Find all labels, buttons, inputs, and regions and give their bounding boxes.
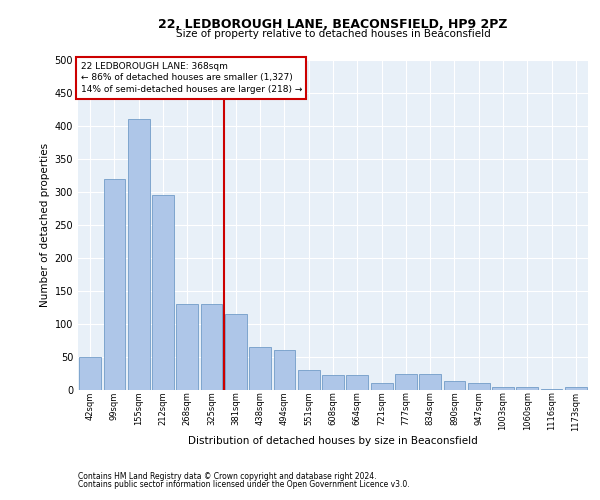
Bar [152,196,174,390]
Bar [346,376,368,390]
Bar [443,381,466,390]
Bar [176,304,198,390]
Text: Contains HM Land Registry data © Crown copyright and database right 2024.: Contains HM Land Registry data © Crown c… [78,472,377,481]
Bar [468,384,490,390]
Text: Size of property relative to detached houses in Beaconsfield: Size of property relative to detached ho… [176,29,490,39]
Text: 22, LEDBOROUGH LANE, BEACONSFIELD, HP9 2PZ: 22, LEDBOROUGH LANE, BEACONSFIELD, HP9 2… [158,18,508,30]
X-axis label: Distribution of detached houses by size in Beaconsfield: Distribution of detached houses by size … [188,436,478,446]
Bar [225,314,247,390]
Bar [541,388,562,390]
Y-axis label: Number of detached properties: Number of detached properties [40,143,50,307]
Bar [249,347,271,390]
Bar [419,374,441,390]
Bar [371,384,392,390]
Bar [128,120,149,390]
Bar [565,386,587,390]
Bar [492,386,514,390]
Bar [104,179,125,390]
Bar [322,376,344,390]
Bar [274,350,295,390]
Bar [79,357,101,390]
Bar [395,374,417,390]
Bar [517,388,538,390]
Bar [298,370,320,390]
Text: 22 LEDBOROUGH LANE: 368sqm
← 86% of detached houses are smaller (1,327)
14% of s: 22 LEDBOROUGH LANE: 368sqm ← 86% of deta… [80,62,302,94]
Text: Contains public sector information licensed under the Open Government Licence v3: Contains public sector information licen… [78,480,410,489]
Bar [200,304,223,390]
